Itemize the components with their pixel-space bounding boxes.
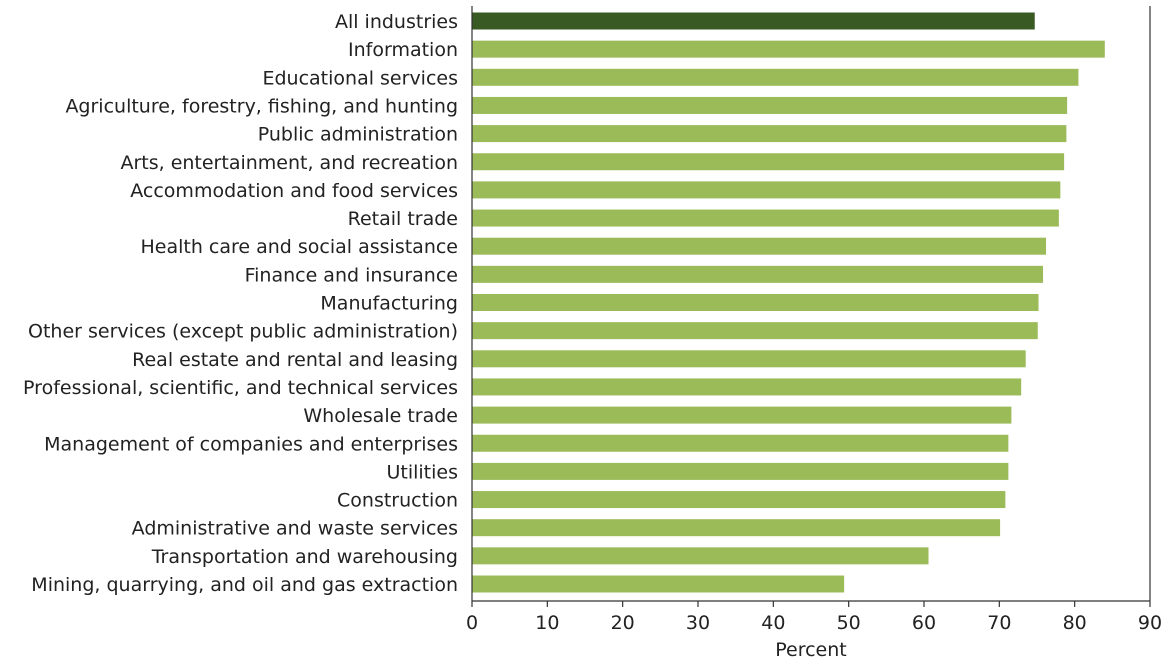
category-labels: All industries Information Educational ser… [23, 11, 458, 596]
bar-8 [472, 237, 1047, 255]
category-label-6: Accommodation and food services [130, 180, 458, 202]
category-label-5: Arts, entertainment, and recreation [120, 152, 458, 174]
category-label-0: All industries [335, 11, 458, 33]
category-label-18: Administrative and waste services [132, 518, 458, 540]
x-tick-label-3: 30 [686, 612, 710, 634]
category-label-7: Retail trade [348, 208, 458, 230]
x-tick-label-1: 10 [535, 612, 559, 634]
category-label-10: Manufacturing [320, 293, 458, 315]
bar-14 [472, 406, 1012, 424]
category-label-16: Utilities [386, 461, 458, 483]
category-label-8: Health care and social assistance [140, 236, 458, 258]
x-ticks: 0 10 20 30 40 50 60 70 80 90 [466, 601, 1162, 634]
bar-20 [472, 575, 845, 593]
x-tick-label-8: 80 [1063, 612, 1087, 634]
bar-4 [472, 125, 1067, 143]
category-label-14: Wholesale trade [303, 405, 458, 427]
bar-10 [472, 294, 1039, 311]
category-label-9: Finance and insurance [245, 264, 458, 286]
axes-group [471, 6, 1151, 602]
x-tick-label-9: 90 [1138, 612, 1162, 634]
x-tick-label-7: 70 [987, 612, 1011, 634]
bar-11 [472, 322, 1038, 340]
bar-1 [472, 40, 1105, 58]
x-tick-label-4: 40 [761, 612, 785, 634]
bar-3 [472, 96, 1068, 114]
bar-6 [472, 181, 1061, 199]
category-label-3: Agriculture, forestry, fishing, and hunt… [65, 95, 458, 117]
bar-15 [472, 434, 1009, 452]
category-label-1: Information [348, 39, 458, 61]
x-tick-label-6: 60 [912, 612, 936, 634]
bar-13 [472, 378, 1022, 396]
bar-19 [472, 547, 929, 565]
category-label-2: Educational services [262, 67, 458, 89]
category-label-15: Management of companies and enterprises [44, 433, 458, 455]
bar-12 [472, 350, 1026, 368]
bar-9 [472, 265, 1044, 283]
x-tick-label-2: 20 [611, 612, 635, 634]
bar-7 [472, 209, 1059, 227]
category-label-17: Construction [337, 490, 458, 512]
x-tick-label-5: 50 [837, 612, 861, 634]
bar-5 [472, 153, 1065, 171]
bar-2 [472, 68, 1079, 86]
category-label-12: Real estate and rental and leasing [132, 349, 458, 371]
category-label-13: Professional, scientific, and technical … [23, 377, 458, 399]
bar-16 [472, 462, 1009, 480]
x-tick-label-0: 0 [466, 612, 478, 634]
x-axis-title: Percent [775, 639, 847, 661]
category-label-4: Public administration [258, 124, 458, 146]
bars-group [472, 12, 1105, 593]
bar-0 [472, 12, 1035, 30]
bar-17 [472, 491, 1006, 509]
category-label-20: Mining, quarrying, and oil and gas extra… [31, 574, 458, 596]
category-label-11: Other services (except public administra… [28, 321, 458, 343]
category-label-19: Transportation and warehousing [151, 546, 458, 568]
bar-18 [472, 519, 1001, 537]
